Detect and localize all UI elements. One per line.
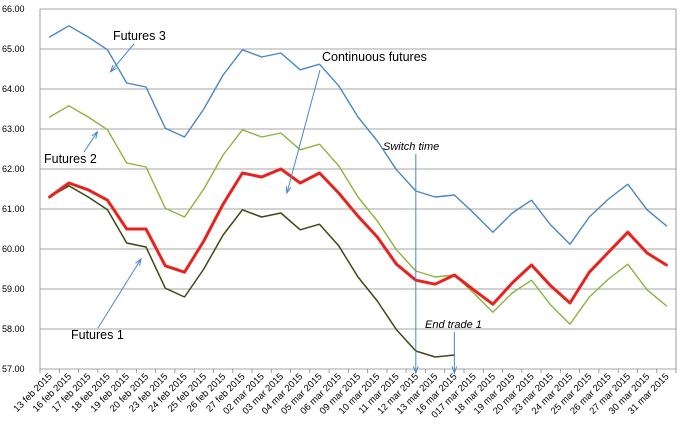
annotation-futures-1: Futures 1 <box>71 328 124 342</box>
y-axis-ticks: 57.00 58.00 59.00 60.00 61.00 62.00 63.00 64.00… <box>2 4 25 374</box>
y-tick-label: 58.00 <box>2 324 25 334</box>
annotation-arrows <box>83 43 458 375</box>
switch-time-arrow <box>412 154 419 375</box>
gridlines <box>39 8 677 373</box>
annotation-futures-2: Futures 2 <box>44 152 97 166</box>
futures-1-arrow <box>97 257 142 329</box>
series-line-f1 <box>48 185 456 358</box>
y-tick-label: 63.00 <box>2 124 25 134</box>
annotation-continuous-futures: Continuous futures <box>322 50 427 64</box>
y-tick-label: 66.00 <box>2 4 25 14</box>
y-tick-label: 64.00 <box>2 84 25 94</box>
series-line-cf <box>48 167 668 306</box>
y-tick-label: 65.00 <box>2 44 25 54</box>
series-lines <box>48 25 668 358</box>
series-line-f2 <box>48 105 668 325</box>
annotation-end-trade-1: End trade 1 <box>425 319 482 331</box>
continuous-futures-arrow <box>285 69 321 195</box>
y-tick-label: 59.00 <box>2 284 25 294</box>
end-trade-arrow <box>451 332 458 375</box>
annotation-futures-3: Futures 3 <box>113 29 166 43</box>
annotation-switch-time: Switch time <box>383 141 439 153</box>
futures-2-arrow <box>83 130 99 153</box>
y-tick-label: 61.00 <box>2 204 25 214</box>
y-tick-label: 62.00 <box>2 164 25 174</box>
y-tick-label: 60.00 <box>2 244 25 254</box>
series-line-f3 <box>48 25 668 245</box>
futures-3-arrow <box>109 43 135 73</box>
y-tick-label: 57.00 <box>2 364 25 374</box>
